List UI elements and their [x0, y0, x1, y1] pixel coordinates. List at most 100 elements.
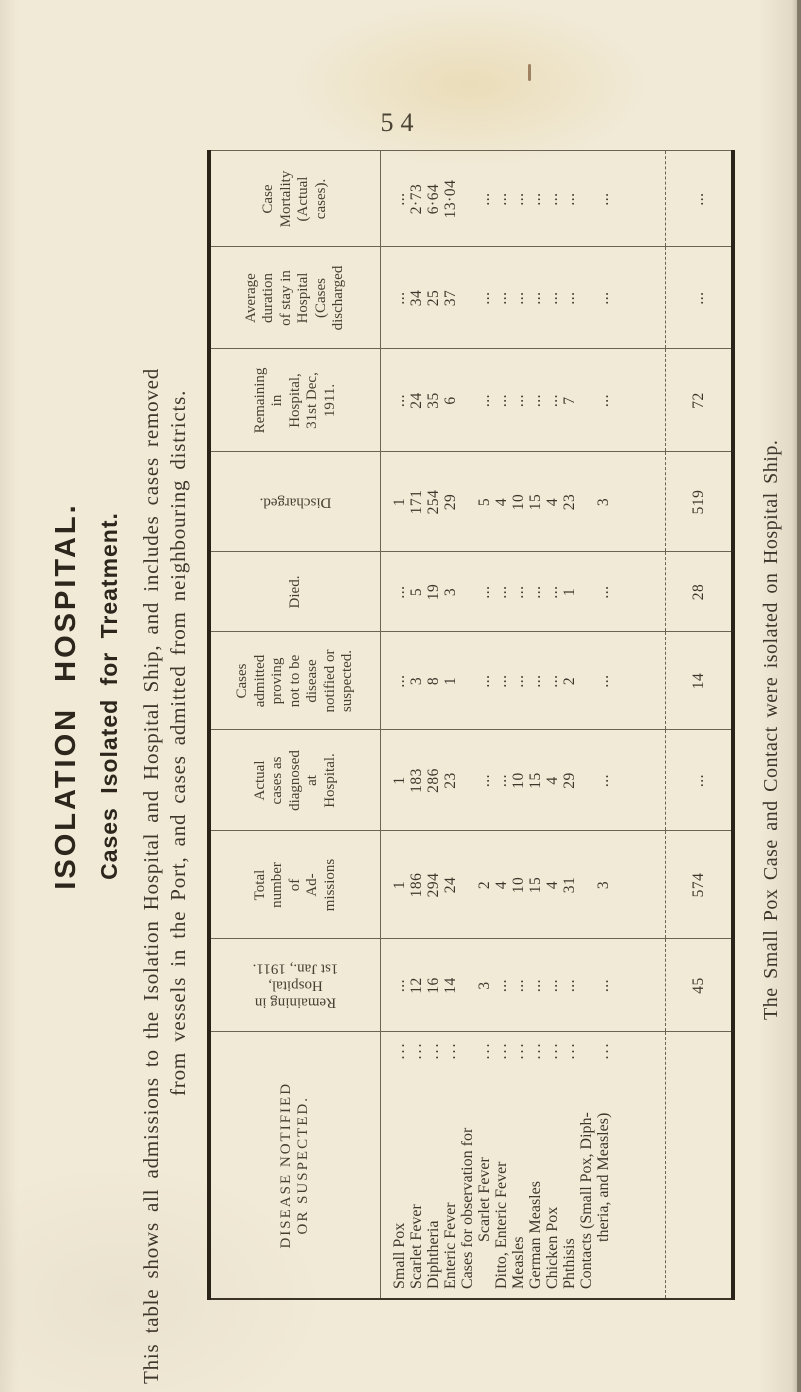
col-header-avg-duration-text: Average duration of stay in Hospital (Ca… — [242, 265, 347, 331]
value-cell: ... — [526, 349, 544, 452]
disease-label-cell: Diphtheria... — [425, 1032, 442, 1299]
page-title: ISOLATION HOSPITAL. — [50, 502, 82, 890]
spacer-cell — [611, 349, 666, 452]
value-cell: 14 — [441, 939, 459, 1032]
value-cell: ... — [492, 632, 510, 730]
disease-label-cell: Chicken Pox... — [544, 1032, 561, 1299]
value-cell: 37 — [441, 247, 459, 349]
spacer-row — [611, 151, 666, 1299]
spacer-cell — [611, 452, 666, 552]
disease-name: Cases for observation for — [458, 1127, 476, 1289]
value-cell: ... — [526, 632, 544, 730]
page-number: 54 — [380, 108, 421, 137]
spacer-cell — [611, 151, 666, 247]
rotated-header-wrap: Remaining in Hospital, 1st Jan., 1911. — [211, 940, 379, 1032]
value-cell: 1 — [441, 632, 459, 730]
value-cell: ... — [492, 730, 510, 831]
spacer-cell — [611, 730, 666, 831]
value-cell: ... — [577, 632, 612, 730]
total-value-cell: ... — [665, 247, 733, 349]
value-cell: 24 — [407, 349, 425, 452]
value-cell: ... — [509, 349, 527, 452]
disease-name: Small Pox — [390, 1222, 408, 1289]
value-cell: 15 — [526, 831, 544, 939]
spacer-cell — [611, 632, 666, 730]
value-cell: ... — [560, 151, 578, 247]
value-cell: 6·64 — [424, 151, 442, 247]
value-cell: 35 — [424, 349, 442, 452]
table-row: Small Pox...... 1 1...... 1......... — [380, 151, 408, 1299]
value-cell: ... — [543, 151, 561, 247]
leader-dots: ... — [594, 1041, 612, 1060]
disease-name: Contacts (Small Pox, Diph- — [577, 1112, 595, 1289]
value-cell: ... — [509, 632, 527, 730]
intro-text-line-1: This table shows all admissions to the I… — [139, 367, 163, 1384]
ink-mark-artifact — [528, 64, 531, 81]
table-row: Scarlet Fever... 12 186 183 3 5 171 24 34 2·73 — [407, 151, 425, 1299]
disease-name: Diphtheria — [424, 1220, 442, 1289]
leader-dots: ... — [526, 1041, 544, 1060]
header-row: DISEASE NOTIFIED OR SUSPECTED. Remaining… — [209, 151, 380, 1299]
value-cell: 16 — [424, 939, 442, 1032]
spacer-cell — [611, 247, 666, 349]
disease-label-cell: Cases for observation for Scarlet Fever..… — [459, 1032, 493, 1299]
value-cell: ... — [380, 349, 408, 452]
value-cell: 10 — [509, 452, 527, 552]
value-cell: 31 — [560, 831, 578, 939]
value-cell: 286 — [424, 730, 442, 831]
value-cell: 3 — [407, 632, 425, 730]
isolation-hospital-table: DISEASE NOTIFIED OR SUSPECTED. Remaining… — [207, 150, 735, 1300]
value-cell: 34 — [407, 247, 425, 349]
disease-label-cell: Measles... — [510, 1032, 527, 1299]
col-header-mortality: Case Mortality (Actual cases). — [209, 151, 380, 247]
totals-label-cell — [665, 1032, 733, 1299]
value-cell: 3 — [458, 939, 493, 1032]
value-cell: 171 — [407, 452, 425, 552]
value-cell: ... — [577, 151, 612, 247]
value-cell: 4 — [543, 730, 561, 831]
value-cell: 2·73 — [407, 151, 425, 247]
total-value-cell: 72 — [665, 349, 733, 452]
value-cell: ... — [577, 730, 612, 831]
book-page-edge — [797, 0, 801, 1392]
value-cell: 3 — [577, 831, 612, 939]
value-cell: ... — [509, 939, 527, 1032]
table-row: Ditto, Enteric Fever...... 4......... 4...… — [492, 151, 510, 1299]
table-row: Chicken Pox...... 4 4...... 4......... — [543, 151, 561, 1299]
disease-name: Ditto, Enteric Fever — [492, 1161, 510, 1289]
value-cell: ... — [458, 247, 493, 349]
total-value-cell: 519 — [665, 452, 733, 552]
total-value-cell: 14 — [665, 632, 733, 730]
disease-label-cell: Ditto, Enteric Fever... — [493, 1032, 510, 1299]
value-cell: 6 — [441, 349, 459, 452]
intro-text-line-2: from vessels in the Port, and cases admi… — [166, 389, 190, 1096]
value-cell: ... — [526, 939, 544, 1032]
value-cell: ... — [543, 552, 561, 632]
value-cell: ... — [543, 632, 561, 730]
table-row: Measles...... 10 10...... 10......... — [509, 151, 527, 1299]
col-header-actual-cases: Actual cases as diagnosed at Hospital. — [209, 730, 380, 831]
rotated-header-wrap: Discharged. — [211, 453, 379, 552]
value-cell: ... — [577, 247, 612, 349]
table-row: Enteric Fever... 14 24 23 1 3 29 6 37 13·04 — [441, 151, 459, 1299]
col-header-proving-not: Cases admitted proving not to be disease… — [209, 632, 380, 730]
spacer-cell — [612, 1032, 666, 1299]
value-cell: ... — [577, 552, 612, 632]
value-cell: 19 — [424, 552, 442, 632]
table-row: Diphtheria... 16 294 286 8 19 254 35 25 6·64 — [424, 151, 442, 1299]
leader-dots: ... — [475, 1041, 493, 1060]
col-header-discharged-text: Discharged. — [259, 494, 332, 511]
col-header-remaining-dec: Remaining in Hospital, 31st Dec, 1911. — [209, 349, 380, 452]
value-cell: ... — [380, 939, 408, 1032]
col-header-mortality-text: Case Mortality (Actual cases). — [260, 170, 329, 228]
value-cell: ... — [458, 552, 493, 632]
table-row: German Measles...... 15 15...... 15........… — [526, 151, 544, 1299]
value-cell: 294 — [424, 831, 442, 939]
value-cell: ... — [380, 247, 408, 349]
disease-label-cell: Enteric Fever... — [442, 1032, 459, 1299]
total-value-cell: 28 — [665, 552, 733, 632]
value-cell: 4 — [543, 452, 561, 552]
spacer-cell — [611, 552, 666, 632]
total-value-cell: ... — [665, 730, 733, 831]
